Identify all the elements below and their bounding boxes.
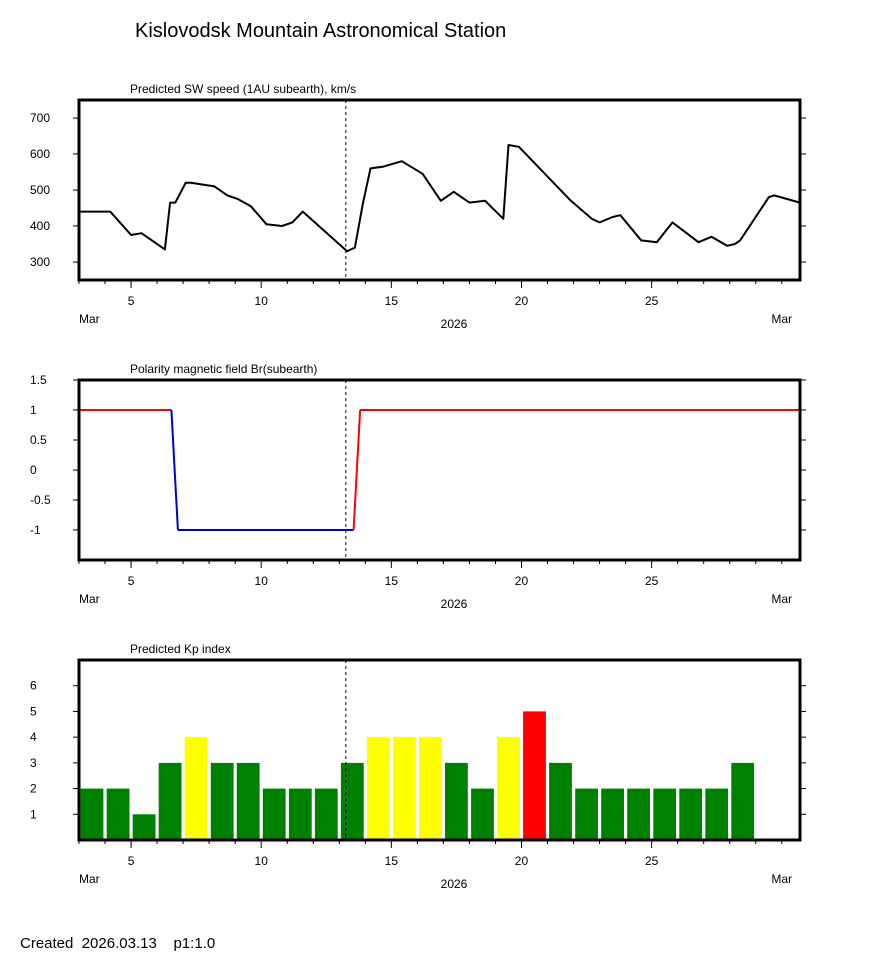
x-tick-label: 10 xyxy=(255,854,269,868)
y-tick-label: 3 xyxy=(30,756,37,770)
y-tick-label: 2 xyxy=(30,782,37,796)
y-tick-label: 5 xyxy=(30,704,37,718)
x-month-left: Mar xyxy=(79,592,100,606)
y-tick-label: 4 xyxy=(30,730,37,744)
x-month-right: Mar xyxy=(771,312,792,326)
panel-title-1: Predicted SW speed (1AU subearth), km/s xyxy=(130,82,356,96)
kp-bar xyxy=(210,762,234,840)
panel-title-3: Predicted Kp index xyxy=(130,642,231,656)
x-tick-label: 15 xyxy=(385,574,399,588)
kp-bar xyxy=(419,737,442,840)
x-tick-label: 25 xyxy=(645,294,659,308)
x-month-right: Mar xyxy=(771,872,792,886)
x-tick-label: 5 xyxy=(128,294,135,308)
y-tick-label: 0.5 xyxy=(30,433,47,447)
kp-bar xyxy=(601,788,624,840)
polarity-segment-4 xyxy=(352,409,362,531)
kp-bar xyxy=(445,762,468,840)
kp-bar xyxy=(288,788,312,840)
y-tick-label: 500 xyxy=(30,183,50,197)
plot-frame-3 xyxy=(77,658,802,842)
x-year-label: 2026 xyxy=(441,877,468,891)
y-tick-label: 1.5 xyxy=(30,373,47,387)
x-tick-label: 15 xyxy=(385,854,399,868)
kp-bar xyxy=(653,788,677,840)
x-tick-label: 5 xyxy=(128,854,135,868)
kp-bar xyxy=(340,762,364,840)
x-tick-label: 20 xyxy=(515,294,529,308)
kp-bar xyxy=(679,788,703,840)
y-tick-label: 600 xyxy=(30,147,50,161)
x-tick-label: 20 xyxy=(515,854,529,868)
y-tick-label: 400 xyxy=(30,219,50,233)
y-tick-label: 1 xyxy=(30,403,37,417)
polarity-segment-2 xyxy=(170,409,179,531)
kp-bar xyxy=(627,788,650,840)
y-tick-label: 300 xyxy=(30,255,50,269)
kp-bar xyxy=(262,788,286,840)
footer: Created 2026.03.13 p1:1.0 xyxy=(20,935,215,952)
x-tick-label: 5 xyxy=(128,574,135,588)
x-tick-label: 15 xyxy=(385,294,399,308)
x-tick-label: 20 xyxy=(515,574,529,588)
kp-bar xyxy=(184,737,208,840)
footer-created-label: Created xyxy=(20,935,74,952)
kp-bar xyxy=(471,788,494,840)
y-tick-label: 1 xyxy=(30,807,37,821)
plot-frame-1 xyxy=(77,98,802,282)
y-tick-label: 6 xyxy=(30,679,37,693)
kp-bar xyxy=(575,788,598,840)
sw-speed-series xyxy=(79,144,801,253)
kp-bar xyxy=(549,762,572,840)
x-month-left: Mar xyxy=(79,872,100,886)
panel-title-2: Polarity magnetic field Br(subearth) xyxy=(130,362,317,376)
kp-bar xyxy=(158,762,182,840)
kp-bar xyxy=(705,788,729,840)
x-year-label: 2026 xyxy=(441,317,468,331)
x-year-label: 2026 xyxy=(441,597,468,611)
y-tick-label: -0.5 xyxy=(30,493,51,507)
x-month-left: Mar xyxy=(79,312,100,326)
y-tick-label: 0 xyxy=(30,463,37,477)
footer-date: 2026.03.13 xyxy=(81,935,157,952)
y-tick-label: 700 xyxy=(30,111,50,125)
kp-bar xyxy=(366,737,390,840)
kp-bar xyxy=(523,711,546,840)
x-tick-label: 10 xyxy=(255,574,269,588)
kp-bar xyxy=(236,762,260,840)
kp-bar xyxy=(314,788,338,840)
kp-bar xyxy=(393,737,416,840)
x-tick-label: 25 xyxy=(645,854,659,868)
page-title: Kislovodsk Mountain Astronomical Station xyxy=(135,20,507,42)
kp-bar xyxy=(731,762,755,840)
kp-bar xyxy=(497,737,520,840)
y-tick-label: -1 xyxy=(30,523,41,537)
footer-page-id: p1:1.0 xyxy=(173,935,216,952)
x-tick-label: 10 xyxy=(255,294,269,308)
x-tick-label: 25 xyxy=(645,574,659,588)
plot-frame-2 xyxy=(77,378,802,562)
kp-bar xyxy=(132,814,156,840)
x-month-right: Mar xyxy=(771,592,792,606)
kp-bar xyxy=(106,788,130,840)
kp-bar xyxy=(80,788,104,840)
